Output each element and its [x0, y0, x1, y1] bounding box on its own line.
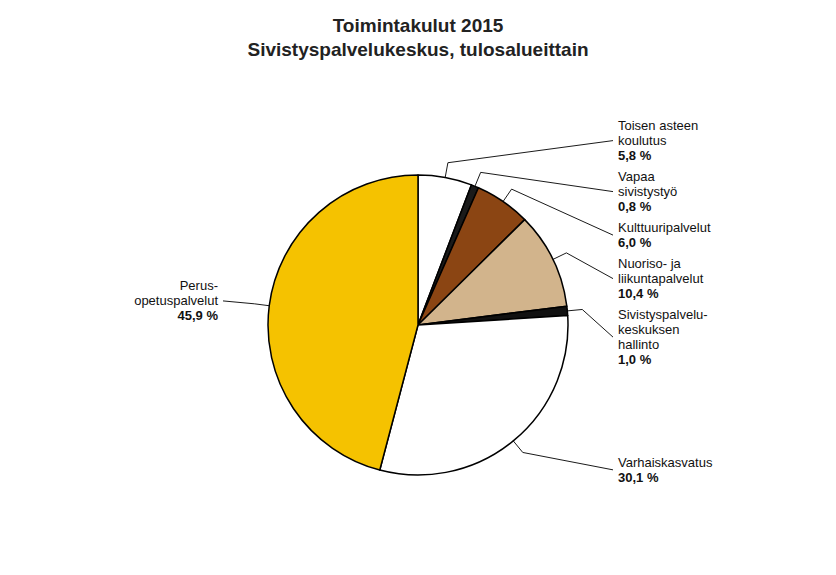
data-label: 5,8 %: [618, 148, 652, 163]
pie-slice: [418, 220, 567, 325]
data-label: 1,0 %: [618, 352, 652, 367]
leader-line: [475, 172, 613, 191]
title: Toimintakulut 2015Sivistyspalvelukeskus,…: [247, 15, 588, 60]
data-label: 30,1 %: [618, 470, 659, 485]
slice-label: Vapaasivistystyö: [618, 169, 677, 199]
labels: Toisen asteenkoulutus5,8 % Vapaasivistyst…: [134, 118, 713, 485]
leader-line: [223, 301, 269, 306]
data-label: 0,8 %: [618, 199, 652, 214]
data-label: 45,9 %: [178, 308, 219, 323]
slice-label: Sivistyspalvelu-keskuksenhallinto: [618, 307, 708, 352]
leader-line: [553, 253, 613, 279]
data-label: 6,0 %: [618, 235, 652, 250]
slice-label: Kulttuuripalvelut: [618, 220, 711, 235]
chart: Toimintakulut 2015Sivistyspalvelukeskus,…: [0, 0, 836, 575]
slice-label: Nuoriso- jaliikuntapalvelut: [618, 256, 704, 286]
leader-line: [513, 441, 613, 470]
data-label: 10,4 %: [618, 286, 659, 301]
leader-line: [503, 189, 613, 235]
pie: [268, 175, 568, 475]
pie-slice: [268, 175, 418, 470]
slice-label: Varhaiskasvatus: [618, 455, 713, 470]
slice-label: Toisen asteenkoulutus: [618, 118, 698, 148]
leader-line: [567, 309, 613, 337]
slice-label: Perus-opetuspalvelut: [134, 278, 218, 308]
leader-line: [445, 141, 613, 178]
